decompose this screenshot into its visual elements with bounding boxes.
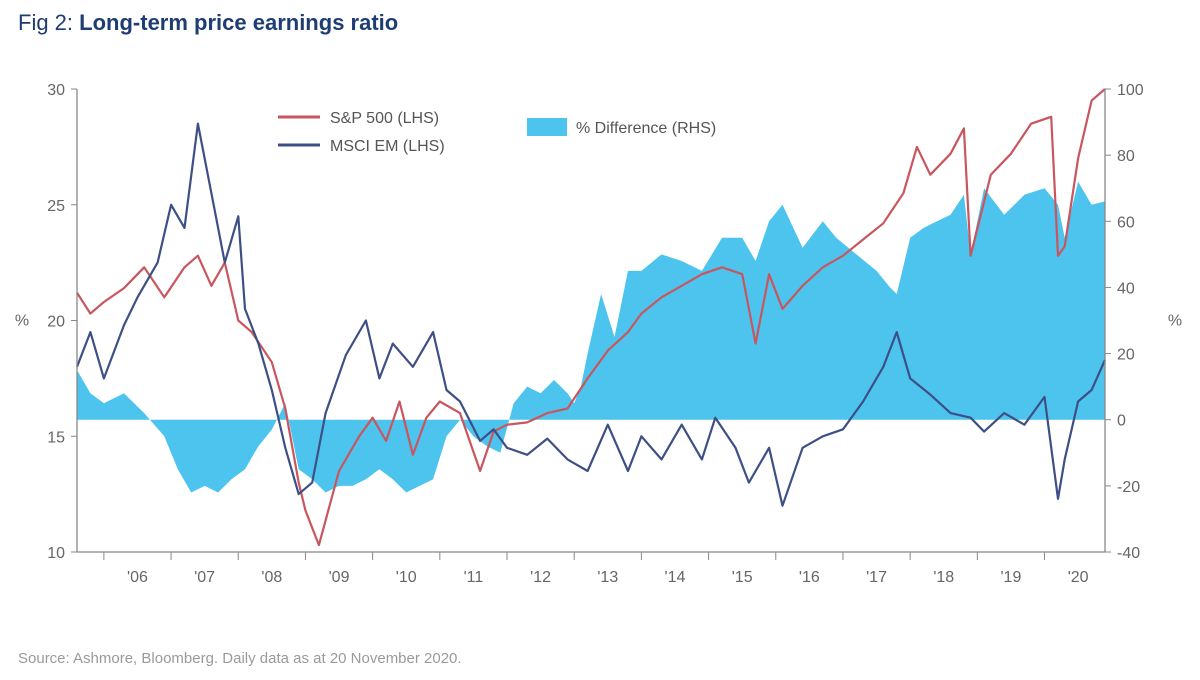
y-right-tick-label: 20 <box>1117 347 1135 364</box>
y-right-tick-label: 100 <box>1117 82 1144 99</box>
legend: S&P 500 (LHS) MSCI EM (LHS) % Difference… <box>278 110 716 155</box>
x-tick-label: '17 <box>866 569 887 586</box>
difference-area <box>77 181 1105 493</box>
x-tick-label: '12 <box>530 569 551 586</box>
y-right-tick-label: 40 <box>1117 280 1135 297</box>
y-left-tick-label: 25 <box>47 198 65 215</box>
pe-ratio-chart: 10 15 20 25 30 -40 -20 0 20 40 60 80 100% % '06 '07 '08 '… <box>15 82 1182 586</box>
y-right-tick-label: 60 <box>1117 214 1135 231</box>
y-left-tick-label: 20 <box>47 314 65 331</box>
legend-label-msci-em: MSCI EM (LHS) <box>330 138 445 155</box>
y-right-axis-label: % <box>1168 313 1182 330</box>
y-left-tick-label: 30 <box>47 82 65 99</box>
x-tick-label: '19 <box>1001 569 1022 586</box>
x-tick-label: '11 <box>464 569 484 586</box>
x-tick-label: '16 <box>799 569 820 586</box>
x-tick-label: '15 <box>732 569 753 586</box>
legend-label-difference: % Difference (RHS) <box>576 120 716 137</box>
y-right-tick-label: 0 <box>1117 413 1126 430</box>
x-tick-label: '10 <box>396 569 417 586</box>
legend-label-sp500: S&P 500 (LHS) <box>330 110 439 127</box>
legend-swatch-difference <box>527 118 567 136</box>
y-left-tick-label: 10 <box>47 545 65 562</box>
x-tick-label: '06 <box>127 569 148 586</box>
figure-title: Fig 2: Long-term price earnings ratio <box>18 10 398 36</box>
y-right-tick-label: -20 <box>1117 479 1140 496</box>
figure-title-text: Long-term price earnings ratio <box>79 10 399 35</box>
x-tick-label: '13 <box>597 569 618 586</box>
x-tick-label: '09 <box>329 569 350 586</box>
y-right-tick-label: -40 <box>1117 545 1140 562</box>
sp500-line <box>76 88 1106 547</box>
msci-em-line <box>75 122 1107 507</box>
y-right-tick-label: 80 <box>1117 148 1135 165</box>
difference-area-layer <box>77 181 1105 493</box>
source-note: Source: Ashmore, Bloomberg. Daily data a… <box>18 650 462 667</box>
y-left-axis-label: % <box>15 313 29 330</box>
axes-layer: 10 15 20 25 30 -40 -20 0 20 40 60 80 100% % '06 '07 '08 '… <box>15 82 1182 586</box>
x-tick-label: '07 <box>194 569 215 586</box>
line-series-layer <box>75 88 1107 547</box>
x-tick-label: '08 <box>261 569 282 586</box>
figure-number: Fig 2: <box>18 10 74 35</box>
x-tick-label: '20 <box>1068 569 1089 586</box>
x-tick-label: '14 <box>665 569 686 586</box>
y-left-tick-label: 15 <box>47 429 65 446</box>
x-tick-label: '18 <box>933 569 954 586</box>
